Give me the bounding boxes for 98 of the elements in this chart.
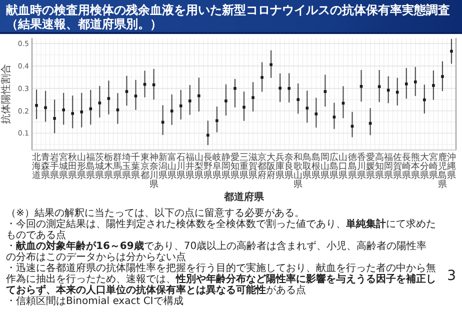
- point: [206, 134, 210, 137]
- point: [125, 90, 128, 93]
- x-tick-label: 栃木県: [104, 152, 114, 181]
- text: （※）結果の解釈に当たっては、以下の点に留意する必要がある。: [6, 208, 306, 219]
- x-tick-label: 新潟県: [158, 152, 168, 181]
- point: [423, 98, 426, 102]
- x-tick-label: 茨城県: [94, 152, 104, 181]
- x-tick-label: 長崎県: [402, 152, 411, 181]
- x-tick-label: 熊本県: [410, 152, 420, 181]
- point: [270, 63, 272, 66]
- point: [170, 110, 174, 112]
- text: ・迅速に各都道府県の抗体陽性率を把握を行う目的で実施しており、献血を行った者の中から無作為に抽出を行ったため、速報では、性別や年齢分布など陽性率に影響を与えうる因子を補正しておらず、本来の人口単位の抗体保有率とは異なる可能性がある点: [6, 263, 436, 296]
- point: [332, 116, 336, 118]
- x-tick-label: 和歌山県: [294, 152, 303, 190]
- point: [260, 76, 264, 79]
- point: [306, 106, 309, 110]
- x-tick-label: 秋田県: [68, 152, 78, 181]
- point: [53, 117, 56, 120]
- x-tick-label: 山口県: [338, 152, 348, 181]
- x-tick-label: 大阪府: [266, 152, 276, 181]
- text: ・今回の測定結果は、陽性判定された検体数を全検体数で割った値であり、単純集計にて求めたものである点: [6, 219, 436, 241]
- x-tick-label: 神奈川県: [149, 152, 158, 190]
- x-tick-label: 佐賀県: [392, 152, 402, 181]
- chart-title: 献血時の検査用検体の残余血液を用いた新型コロナウイルスの抗体保有率実態調査: [6, 3, 451, 17]
- point: [224, 100, 228, 102]
- x-tick-label: 東京都: [140, 152, 150, 181]
- x-tick-label: 三重県: [240, 153, 248, 181]
- point: [432, 84, 435, 87]
- x-tick-label: 徳島県: [348, 152, 357, 181]
- x-tick-label: 青森県: [41, 152, 50, 181]
- point: [288, 87, 291, 90]
- point: [188, 100, 192, 102]
- point: [404, 82, 408, 86]
- x-tick-label: 奈良県: [284, 152, 294, 181]
- point: [107, 97, 110, 100]
- x-tick-label: 岐阜県: [212, 152, 222, 181]
- x-tick-label: 鳥取県: [302, 152, 312, 181]
- x-tick-label: 埼玉県: [121, 152, 132, 181]
- x-tick-label: 静岡県: [221, 152, 230, 181]
- x-tick-label: 愛媛県: [366, 152, 375, 181]
- point: [98, 102, 102, 104]
- point: [134, 94, 138, 98]
- point: [324, 90, 327, 93]
- point: [71, 112, 74, 115]
- point: [44, 106, 47, 110]
- point: [450, 50, 453, 53]
- point: [396, 90, 399, 94]
- point: [89, 107, 92, 110]
- x-axis-title: 都道府県: [223, 191, 265, 203]
- point: [296, 98, 300, 101]
- x-tick-label: 北海道: [32, 152, 42, 181]
- x-tick-label: 岡山県: [320, 153, 330, 181]
- x-tick-label: 石川県: [176, 153, 186, 181]
- x-tick-label: 高知県: [374, 152, 384, 181]
- x-tick-label: 沖縄県: [446, 152, 456, 181]
- point: [278, 86, 282, 90]
- x-tick-label: 滋賀県: [248, 152, 258, 181]
- x-tick-label: 福島県: [86, 152, 96, 181]
- text: ・献血の対象年齢が16～69歳であり、70歳以上の高齢者は含まれず、小児、高齢者の陽性率の分布はこのデータからは分からない点: [6, 241, 428, 263]
- point: [414, 80, 417, 84]
- x-tick-label: 山梨県: [194, 152, 204, 181]
- x-tick-label: 兵庫県: [276, 152, 285, 181]
- point: [378, 85, 381, 88]
- text: ・信頼区間はBinomial exact CIで構成: [6, 296, 184, 307]
- x-tick-label: 長野県: [203, 152, 212, 181]
- x-tick-label: 広島県: [330, 152, 339, 181]
- y-axis-title: 抗体陽性割合: [0, 64, 12, 124]
- x-tick-label: 福岡県: [384, 152, 393, 181]
- x-tick-label: 島根県: [312, 152, 321, 181]
- point: [234, 87, 236, 90]
- x-tick-label: 山形県: [77, 152, 86, 181]
- text: 3: [447, 268, 456, 284]
- point: [116, 108, 120, 112]
- x-tick-label: 岩手県: [50, 152, 60, 181]
- x-tick-label: 群馬県: [112, 152, 122, 181]
- point: [179, 104, 182, 108]
- x-tick-label: 大分県: [420, 152, 429, 181]
- point: [216, 119, 218, 122]
- x-tick-label: 千葉県: [131, 152, 140, 181]
- x-tick-label: 宮城県: [58, 152, 68, 181]
- point: [143, 82, 146, 86]
- x-tick-label: 鹿児島県: [438, 152, 447, 190]
- x-tick-label: 福井県: [185, 152, 194, 181]
- point: [35, 104, 38, 107]
- x-tick-label: 愛知県: [230, 152, 240, 181]
- point: [360, 84, 363, 88]
- point: [314, 112, 318, 116]
- x-tick-label: 富山県: [167, 152, 176, 181]
- x-tick-label: 京都府: [258, 152, 267, 181]
- point: [62, 108, 65, 112]
- point: [242, 106, 246, 109]
- point: [441, 75, 444, 78]
- point: [197, 94, 200, 98]
- point: [252, 96, 254, 99]
- x-tick-label: 宮崎県: [428, 152, 438, 181]
- chart-subtitle: （結果速報、都道府県別。）: [6, 17, 163, 31]
- x-tick-label: 香川県: [356, 152, 366, 181]
- point: [80, 110, 84, 114]
